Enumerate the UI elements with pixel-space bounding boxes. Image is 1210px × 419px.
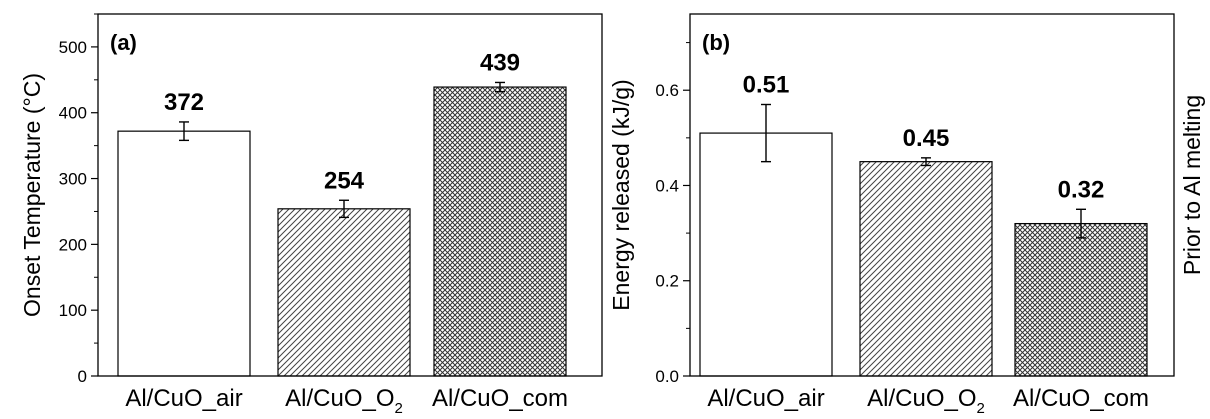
y-tick-label: 500 — [59, 38, 87, 57]
error-bar — [339, 199, 349, 219]
bar — [859, 161, 993, 377]
x-tick-label-subscript: 2 — [395, 400, 403, 414]
bar — [1014, 222, 1148, 377]
x-tick-label: Al/CuO_O2 — [285, 385, 403, 414]
error-bar — [1076, 208, 1086, 239]
error-bar — [495, 81, 505, 93]
y-tick-label: 0.6 — [655, 81, 679, 100]
y-tick-label: 100 — [59, 301, 87, 320]
x-tick-label-main: Al/CuO_O — [285, 385, 394, 412]
bar — [277, 208, 411, 377]
y-tick-label: 400 — [59, 104, 87, 123]
y-tick-label: 0.0 — [655, 367, 679, 386]
panel-label: (b) — [702, 30, 730, 55]
x-tick-label-main: Al/CuO_com — [432, 385, 568, 412]
data-label: 372 — [164, 89, 204, 116]
y-axis-label: Energy released (kJ/g) — [608, 79, 634, 310]
error-bar — [761, 103, 771, 163]
data-label: 0.32 — [1058, 176, 1105, 203]
x-tick-label: Al/CuO_air — [707, 385, 824, 412]
y-tick-label: 0 — [78, 367, 87, 386]
x-tick-label-subscript: 2 — [977, 400, 985, 414]
x-tick-label-main: Al/CuO_com — [1013, 385, 1149, 412]
x-tick-label: Al/CuO_com — [432, 385, 568, 412]
bar — [699, 132, 833, 377]
panel-label: (a) — [110, 30, 137, 55]
plot-frame — [689, 13, 1175, 377]
panel-a: 372 254 439 0 100 200 300 400 500 Al/CuO_air Al/Cu… — [19, 13, 603, 417]
y-tick-label: 0.2 — [655, 272, 679, 291]
y-tick-label: 0.4 — [655, 176, 679, 195]
y-tick-label: 200 — [59, 235, 87, 254]
y-axis-label: Onset Temperature (°C) — [19, 73, 45, 317]
data-label: 439 — [480, 49, 520, 76]
x-tick-label-main: Al/CuO_O — [867, 385, 976, 412]
x-tick-label-main: Al/CuO_air — [707, 385, 824, 412]
right-side-label: Prior to Al melting — [1179, 95, 1205, 275]
y-tick-label: 300 — [59, 170, 87, 189]
x-tick-label: Al/CuO_air — [125, 385, 242, 412]
error-bar — [921, 157, 931, 167]
x-tick-label: Al/CuO_O2 — [867, 385, 985, 414]
data-label: 254 — [324, 167, 365, 194]
data-label: 0.51 — [743, 72, 790, 99]
bar — [117, 130, 251, 377]
data-label: 0.45 — [903, 125, 950, 152]
x-tick-label-main: Al/CuO_air — [125, 385, 242, 412]
x-tick-label: Al/CuO_com — [1013, 385, 1149, 412]
plot-frame — [97, 13, 603, 377]
bar — [433, 86, 567, 377]
error-bar — [179, 121, 189, 142]
panel-b: 0.51 0.45 0.32 0.0 0.2 0.4 0.6 Al/CuO_air Al/CuO… — [608, 13, 1205, 417]
